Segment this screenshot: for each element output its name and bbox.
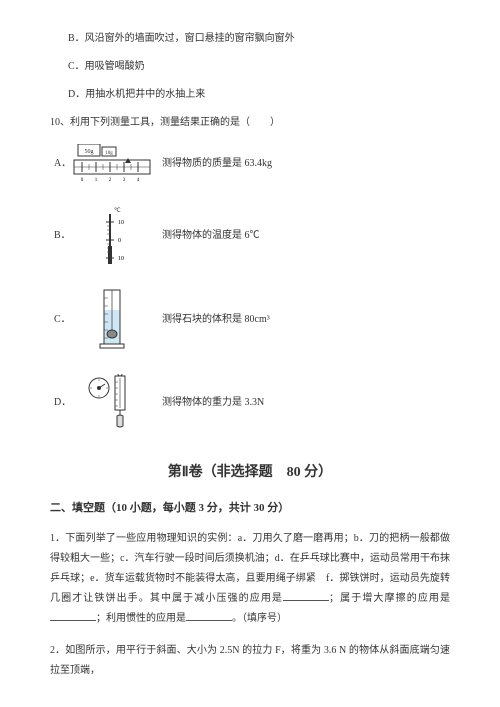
q10-a-text: 测得物质的质量是 63.4kg bbox=[152, 155, 272, 173]
q9-option-b-text: B．风沿窗外的墙面吹过，窗口悬挂的窗帘飘向窗外 bbox=[68, 33, 295, 44]
q10-stem-text: 10、利用下列测量工具，测量结果正确的是（ ） bbox=[50, 117, 280, 128]
thermo-n10: 10 bbox=[118, 256, 124, 262]
q10-a-label: A． bbox=[50, 155, 72, 173]
blank-2 bbox=[50, 611, 96, 621]
thermo-10: 10 bbox=[118, 220, 124, 226]
q9-option-d-text: D．用抽水机把井中的水抽上来 bbox=[68, 89, 205, 100]
fill-q1-part-b: ；属于增大摩擦的应用是 bbox=[329, 593, 450, 604]
q10-c-text: 测得石块的体积是 80cm³ bbox=[152, 311, 270, 329]
balance-scale-figure: 50g 10g 0 1 2 3 4 bbox=[72, 144, 152, 184]
q10-option-c: C． 测得石块的体积是 80cm³ bbox=[50, 288, 450, 352]
svg-text:1: 1 bbox=[95, 178, 98, 183]
blank-3 bbox=[186, 611, 232, 621]
thermo-0: 0 bbox=[118, 238, 121, 244]
fill-q2: 2．如图所示，用平行于斜面、大小为 2.5N 的拉力 F，将重为 3.6 N 的… bbox=[50, 641, 450, 681]
fill-q1: 1．下面列举了一些应用物理知识的实例：a．刀用久了磨一磨再用；b．刀的把柄一般都… bbox=[50, 529, 450, 629]
q10-d-text: 测得物体的重力是 3.3N bbox=[152, 394, 264, 412]
fill-q2-text: 2．如图所示，用平行于斜面、大小为 2.5N 的拉力 F，将重为 3.6 N 的… bbox=[50, 645, 450, 676]
balance-scale-icon: 50g 10g 0 1 2 3 4 bbox=[72, 144, 152, 184]
blank-1 bbox=[283, 591, 329, 601]
weight-10g-label: 10g bbox=[105, 151, 113, 156]
q10-option-a: A． 50g 10g 0 1 2 3 4 测得物质的质量是 63.4kg bbox=[50, 144, 450, 184]
svg-text:0: 0 bbox=[81, 178, 84, 183]
spring-scale-figure bbox=[72, 374, 152, 432]
svg-text:2: 2 bbox=[109, 178, 112, 183]
weight-50g-label: 50g bbox=[85, 149, 94, 155]
graduated-cylinder-icon bbox=[94, 288, 130, 352]
q10-c-label: C． bbox=[50, 311, 72, 329]
thermometer-icon: ℃ 10 0 10 bbox=[92, 206, 132, 266]
q10-d-label: D． bbox=[50, 394, 72, 412]
q10-b-label: B． bbox=[50, 227, 72, 245]
section2-subtitle: 二、填空题（10 小题，每小题 3 分，共计 30 分） bbox=[50, 499, 450, 519]
fill-q1-part-d: 。（填序号） bbox=[232, 613, 287, 624]
graduated-cylinder-figure bbox=[72, 288, 152, 352]
svg-text:3: 3 bbox=[123, 178, 126, 183]
section2-title: 第Ⅱ卷（非选择题 80 分） bbox=[50, 460, 450, 485]
q9-option-d: D．用抽水机把井中的水抽上来 bbox=[50, 86, 450, 104]
fill-q1-part-c: ；利用惯性的应用是 bbox=[96, 613, 186, 624]
q10-option-d: D． 测得物体的重力是 3.3N bbox=[50, 374, 450, 432]
thermometer-figure: ℃ 10 0 10 bbox=[72, 206, 152, 266]
q9-option-b: B．风沿窗外的墙面吹过，窗口悬挂的窗帘飘向窗外 bbox=[50, 30, 450, 48]
q10-option-b: B． ℃ 10 0 10 测得物体的温度是 6℃ bbox=[50, 206, 450, 266]
q9-option-c-text: C．用吸管喝酸奶 bbox=[68, 61, 145, 72]
svg-text:4: 4 bbox=[137, 178, 140, 183]
q10-b-text: 测得物体的温度是 6℃ bbox=[152, 227, 260, 245]
spring-scale-icon bbox=[87, 374, 137, 432]
q9-option-c: C．用吸管喝酸奶 bbox=[50, 58, 450, 76]
thermo-unit: ℃ bbox=[114, 208, 121, 214]
q10-stem: 10、利用下列测量工具，测量结果正确的是（ ） bbox=[50, 114, 450, 132]
